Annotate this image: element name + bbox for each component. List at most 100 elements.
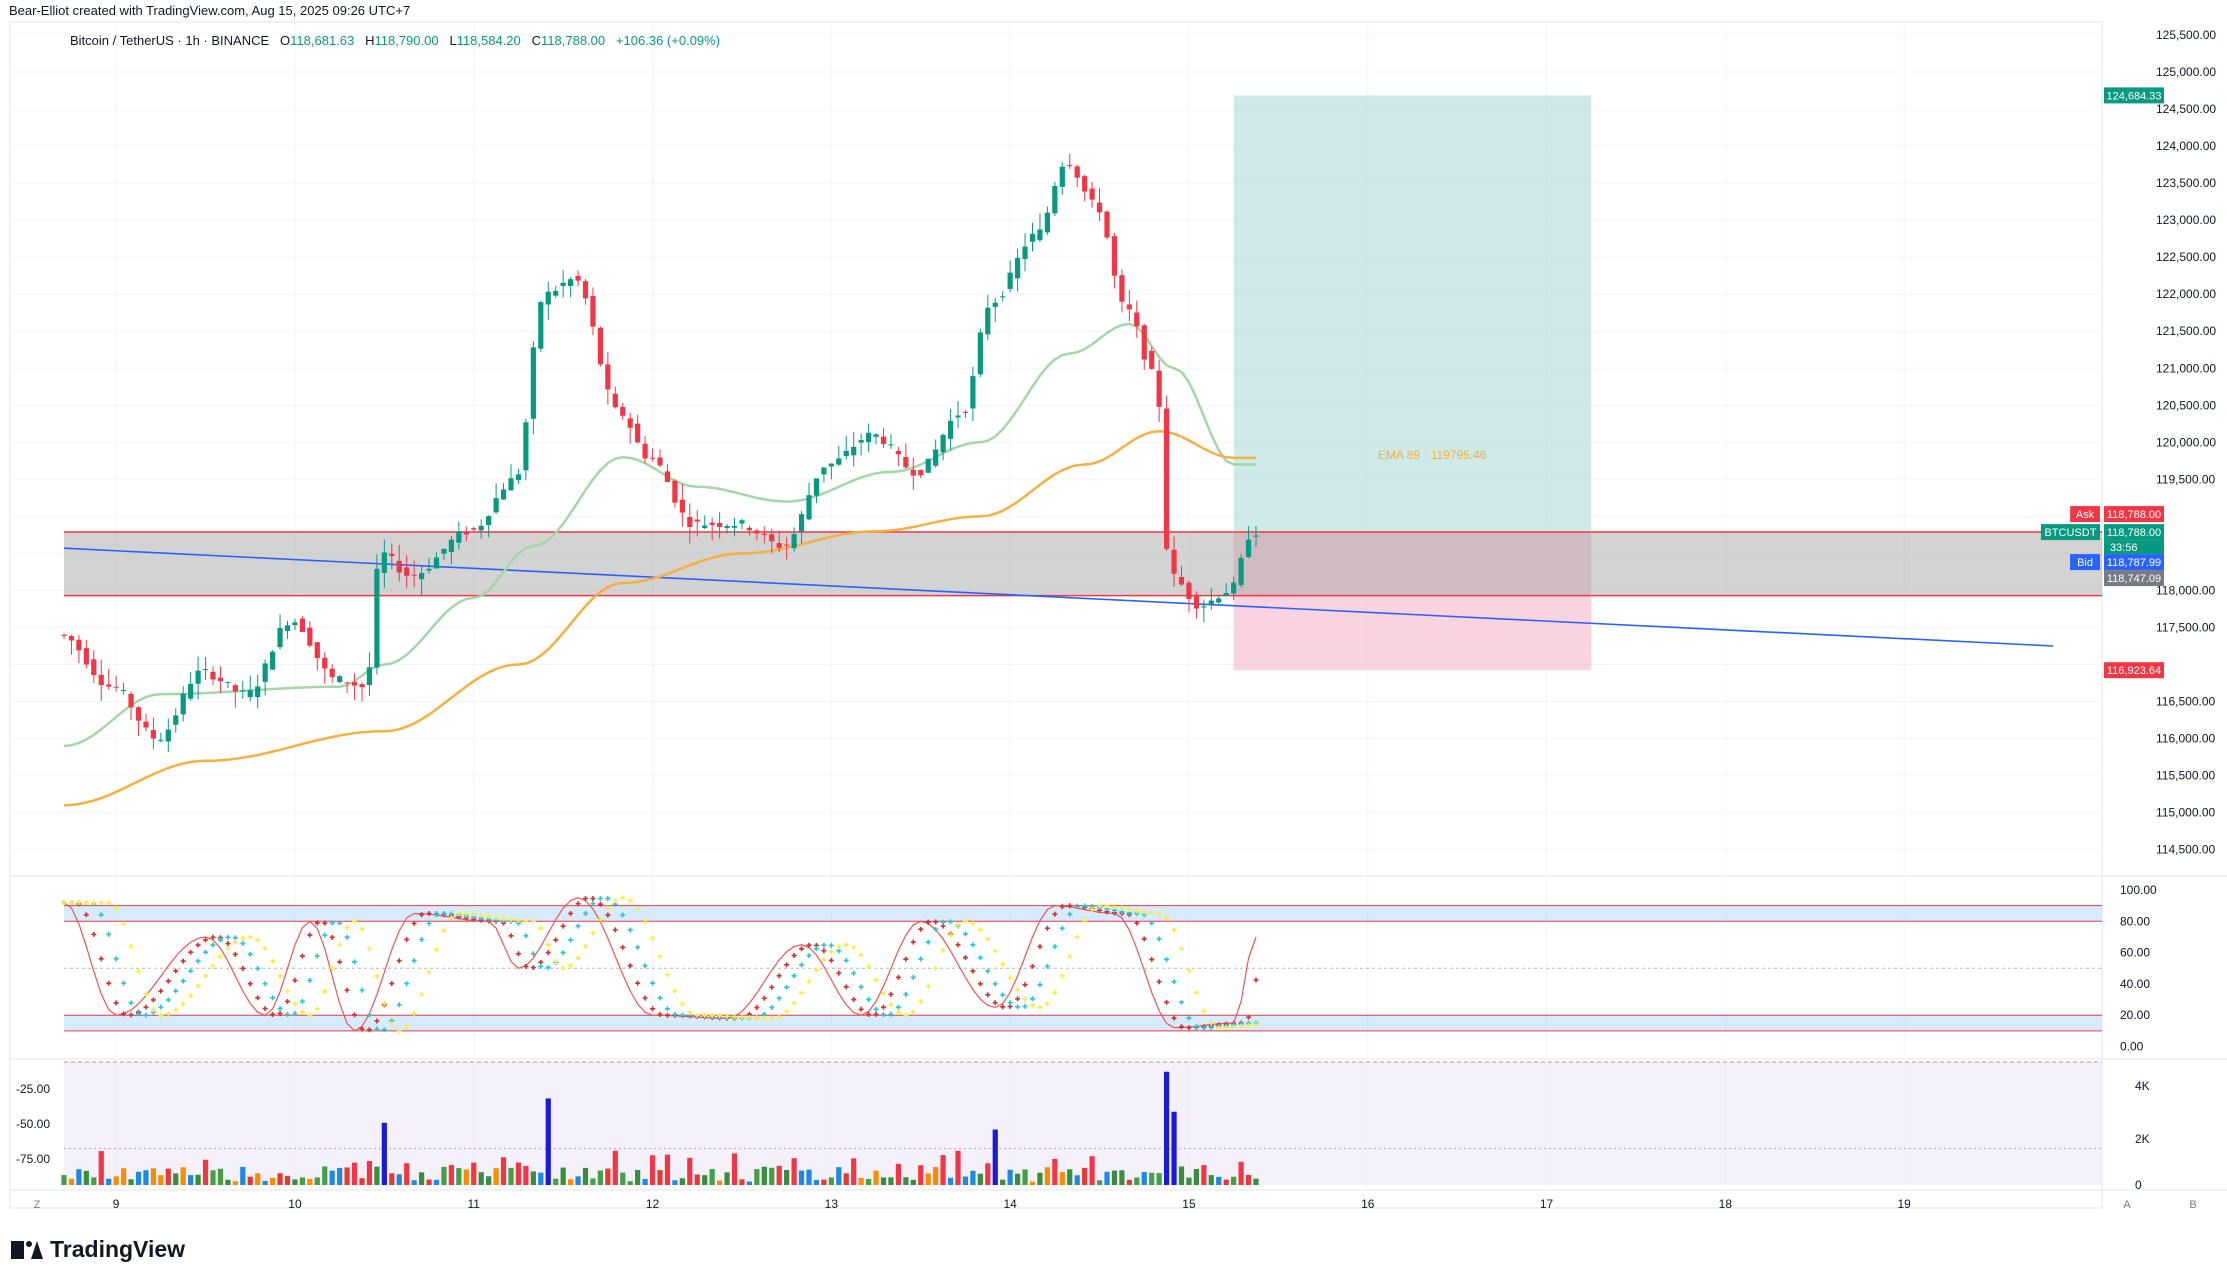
- stoch-signal-crosses-mark: [143, 1012, 149, 1018]
- stoch-slow-crosses-mark: [1119, 905, 1125, 911]
- stoch-d-crosses-mark: [597, 901, 603, 907]
- stoch-slow-crosses-mark: [888, 1002, 894, 1008]
- stoch-d-crosses-mark: [210, 934, 216, 940]
- stoch-signal-crosses-mark: [933, 926, 939, 932]
- last-price-badge-tag: [2040, 524, 2100, 541]
- candle-body: [515, 474, 522, 480]
- ema-value-badge-value: 118,747.09: [2107, 573, 2161, 585]
- price-tick-label: 125,500.00: [2156, 28, 2216, 42]
- candle-body: [895, 450, 901, 455]
- volume-bar: [1238, 1161, 1244, 1185]
- symbol-title[interactable]: Bitcoin / TetherUS · 1h · BINANCE: [70, 33, 270, 48]
- stoch-d-crosses-mark: [568, 910, 574, 916]
- volume-bar: [605, 1168, 611, 1185]
- candle-body: [575, 275, 581, 281]
- candle-body: [851, 446, 857, 456]
- volume-bar: [188, 1175, 194, 1185]
- volume-bar: [1074, 1175, 1080, 1185]
- candle-body: [195, 670, 201, 684]
- volume-bar: [1126, 1179, 1132, 1185]
- candle-body: [754, 530, 760, 534]
- candle-body: [158, 739, 164, 741]
- stoch-slow-crosses-mark: [456, 910, 462, 916]
- volume-bar: [135, 1171, 142, 1185]
- stoch-signal-crosses-mark: [597, 896, 603, 902]
- volume-bar: [560, 1167, 566, 1185]
- stoch-signal-crosses-mark: [545, 965, 551, 971]
- stoch-signal-crosses-mark: [173, 988, 179, 994]
- volume-bar: [1000, 1179, 1006, 1185]
- candle-body: [679, 499, 685, 513]
- stoch-d-crosses-mark: [657, 1011, 663, 1017]
- candle-body: [180, 693, 186, 715]
- stoch-slow-crosses-mark: [1134, 908, 1140, 914]
- stoch-d-crosses-mark: [664, 1012, 670, 1018]
- volume-right-tick: 4K: [2135, 1079, 2150, 1093]
- volume-bar: [240, 1166, 246, 1185]
- tradingview-logo[interactable]: TradingView: [11, 1236, 185, 1263]
- stoch-d-crosses-mark: [642, 995, 648, 1001]
- stoch-slow-crosses-mark: [992, 948, 998, 954]
- stoch-slow-crosses-mark: [83, 900, 89, 906]
- stop-price-badge-box: [2104, 662, 2164, 679]
- stoch-signal-crosses-mark: [530, 951, 536, 957]
- stoch-slow-crosses-mark: [486, 913, 492, 919]
- candle-body: [1253, 535, 1259, 537]
- volume-bar: [128, 1179, 134, 1185]
- stoch-slow-crosses-mark: [955, 922, 961, 928]
- stoch-d-crosses-mark: [523, 963, 529, 969]
- candle-body: [918, 469, 924, 476]
- stoch-slow-crosses-mark: [702, 1012, 708, 1018]
- volume-bar: [672, 1180, 678, 1185]
- stoch-slow-crosses-mark: [799, 990, 805, 996]
- stoch-signal-crosses-mark: [866, 997, 872, 1003]
- price-tick-label: 122,500.00: [2156, 250, 2216, 264]
- volume-bar: [150, 1168, 156, 1185]
- volume-bar: [232, 1181, 238, 1185]
- stoch-slow-crosses-mark: [121, 921, 127, 927]
- stoch-slow-crosses-mark: [225, 945, 231, 951]
- candle-body: [836, 458, 842, 465]
- volume-bar: [284, 1175, 291, 1185]
- stoch-signal-crosses-mark: [627, 927, 633, 933]
- stoch-slow-crosses-mark: [128, 943, 134, 949]
- stoch-slow-crosses-mark: [1201, 1008, 1207, 1014]
- candle-body: [121, 690, 127, 692]
- candle-body: [731, 525, 738, 528]
- stoch-d-crosses-mark: [98, 956, 104, 962]
- stoch-slow-crosses-mark: [583, 944, 588, 950]
- stoch-d-crosses-mark: [1052, 911, 1058, 917]
- volume-bar: [903, 1177, 909, 1185]
- price-tick-label: 114,500.00: [2156, 843, 2215, 857]
- stoch-slow-crosses-mark: [881, 990, 886, 996]
- volume-bar: [1059, 1172, 1065, 1185]
- stoch-d-crosses-mark: [828, 957, 834, 963]
- candle-body: [1104, 211, 1110, 238]
- volume-bar: [776, 1165, 782, 1185]
- bid-badge-box: [2104, 554, 2164, 571]
- stoch-slow-crosses-mark: [1015, 987, 1021, 993]
- candle-body: [1111, 236, 1118, 276]
- stoch-d-crosses-mark: [575, 901, 581, 907]
- candle-body: [1059, 166, 1065, 187]
- stoch-d-crosses-mark: [508, 933, 514, 939]
- stoch-signal-crosses-mark: [881, 1012, 886, 1018]
- stoch-slow-crosses-mark: [1052, 989, 1058, 995]
- stoch-tick-label: 0.00: [2120, 1040, 2144, 1054]
- stoch-signal-crosses-mark: [925, 939, 931, 945]
- stoch-slow-crosses-mark: [717, 1013, 723, 1019]
- stoch-d-crosses-mark: [553, 937, 559, 943]
- stoch-signal-crosses-mark: [203, 949, 209, 955]
- stoch-slow-crosses-mark: [270, 958, 276, 964]
- candle-body: [977, 332, 983, 375]
- stoch-slow-crosses-mark: [605, 905, 611, 911]
- stoch-slow-crosses-mark: [1193, 989, 1199, 995]
- candle-body: [1044, 212, 1050, 233]
- candle-body: [627, 418, 633, 428]
- stoch-d-crosses-mark: [918, 926, 924, 932]
- stoch-slow-crosses-mark: [657, 954, 663, 960]
- volume-bar: [337, 1167, 343, 1185]
- stoch-d-crosses-mark: [285, 998, 290, 1004]
- candle-body: [404, 567, 410, 576]
